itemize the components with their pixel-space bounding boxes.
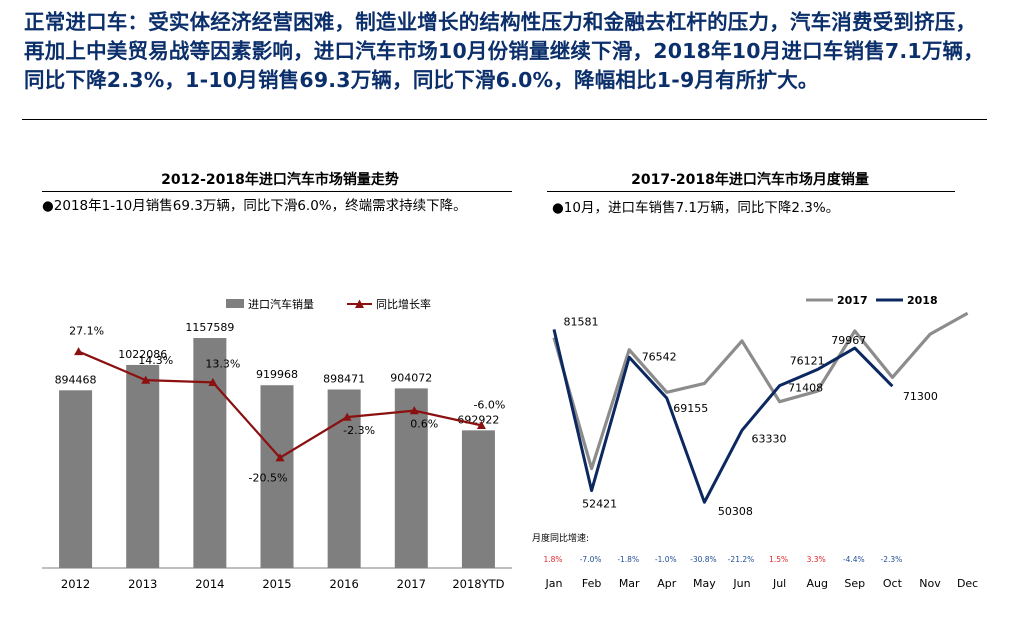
data-label: 52421: [582, 498, 617, 511]
data-label: 71300: [903, 390, 938, 403]
growth-rate-marker: [74, 347, 84, 356]
growth-row-title: 月度同比增速:: [532, 532, 589, 544]
bar-value-label: 919968: [256, 368, 298, 381]
x-tick-label: Feb: [582, 577, 601, 590]
growth-rate-marker: [342, 412, 352, 421]
headline-rule: [22, 119, 987, 120]
bar-value-label: 1022086: [118, 348, 167, 361]
bar-value-label: 898471: [323, 373, 365, 386]
sales-bar: [394, 388, 428, 568]
growth-rate-label: 14.3%: [138, 354, 173, 367]
growth-rate-marker: [141, 375, 151, 384]
right-title-rule: [547, 191, 955, 192]
sales-bar: [461, 430, 495, 568]
bar-value-label: 1157589: [185, 321, 234, 334]
growth-rate-label: 27.1%: [69, 325, 104, 338]
x-tick-label: Nov: [919, 577, 941, 590]
growth-rate-label: -6.0%: [473, 398, 505, 411]
data-label: 81581: [564, 315, 599, 328]
x-tick-label: May: [693, 577, 716, 590]
data-label: 69155: [673, 402, 708, 415]
x-tick-label: Mar: [619, 577, 640, 590]
x-tick-label: Sep: [844, 577, 865, 590]
x-tick-label: 2018YTD: [452, 577, 504, 591]
left-bullet: ●2018年1-10月销售69.3万辆，同比下滑6.0%，终端需求持续下降。: [42, 198, 467, 214]
x-tick-label: 2017: [397, 577, 426, 591]
data-label: 50308: [718, 505, 753, 518]
growth-rate-marker: [476, 420, 486, 429]
left-title-rule: [42, 191, 512, 192]
data-label: 63330: [752, 432, 787, 445]
series-line-2017: [552, 311, 969, 471]
x-tick-label: 2012: [61, 577, 90, 591]
legend-line-marker: [355, 299, 364, 308]
right-chart-title: 2017-2018年进口汽车市场月度销量: [631, 172, 869, 188]
monthly-growth-label: -4.4%: [843, 555, 865, 564]
bar-value-label: 904072: [390, 371, 432, 384]
data-label: 76121: [790, 355, 825, 368]
x-tick-label: Apr: [657, 577, 677, 590]
legend-2018-label: 2018: [907, 294, 938, 307]
x-tick-label: Jun: [732, 577, 750, 590]
legend-bar-swatch: [226, 299, 244, 308]
monthly-growth-label: -30.8%: [690, 555, 717, 564]
x-tick-label: 2014: [195, 577, 224, 591]
monthly-growth-label: 1.5%: [769, 555, 788, 564]
growth-rate-label: -2.3%: [343, 424, 375, 437]
monthly-growth-label: -7.0%: [580, 555, 602, 564]
sales-bar: [260, 385, 294, 568]
series-line-2018: [552, 329, 894, 504]
legend-2017-label: 2017: [837, 294, 868, 307]
x-tick-label: Jul: [772, 577, 786, 590]
growth-rate-marker: [208, 377, 218, 386]
sales-bar: [59, 390, 93, 568]
x-tick-label: Oct: [883, 577, 903, 590]
left-chart-title: 2012-2018年进口汽车市场销量走势: [161, 172, 399, 188]
x-tick-label: 2016: [330, 577, 359, 591]
growth-rate-label: 0.6%: [410, 418, 438, 431]
growth-rate-marker: [409, 406, 419, 415]
data-label: 79967: [831, 334, 866, 347]
x-tick-label: Aug: [806, 577, 827, 590]
monthly-growth-label: -21.2%: [728, 555, 755, 564]
bar-value-label: 894468: [55, 373, 97, 386]
monthly-growth-label: 3.3%: [807, 555, 826, 564]
x-tick-label: 2015: [262, 577, 291, 591]
x-tick-label: Dec: [957, 577, 978, 590]
legend-line-label: 同比增长率: [376, 297, 431, 311]
x-tick-label: Jan: [545, 577, 563, 590]
monthly-growth-label: 1.8%: [543, 555, 562, 564]
sales-bar: [126, 364, 160, 568]
growth-rate-label: -20.5%: [249, 472, 288, 485]
data-label: 71408: [788, 382, 823, 395]
growth-rate-marker: [275, 453, 285, 462]
right-bullet: ●10月，进口车销售7.1万辆，同比下降2.3%。: [552, 200, 840, 216]
data-label: 76542: [642, 350, 677, 363]
monthly-growth-label: -1.0%: [655, 555, 677, 564]
headline: 正常进口车：受实体经济经营困难，制造业增长的结构性压力和金融去杠杆的压力，汽车消…: [24, 10, 984, 92]
sales-bar: [193, 338, 227, 568]
growth-rate-label: 13.3%: [205, 357, 240, 370]
monthly-growth-label: -2.3%: [881, 555, 903, 564]
legend-bar-label: 进口汽车销量: [248, 297, 314, 311]
x-tick-label: 2013: [128, 577, 157, 591]
monthly-growth-label: -1.8%: [617, 555, 639, 564]
